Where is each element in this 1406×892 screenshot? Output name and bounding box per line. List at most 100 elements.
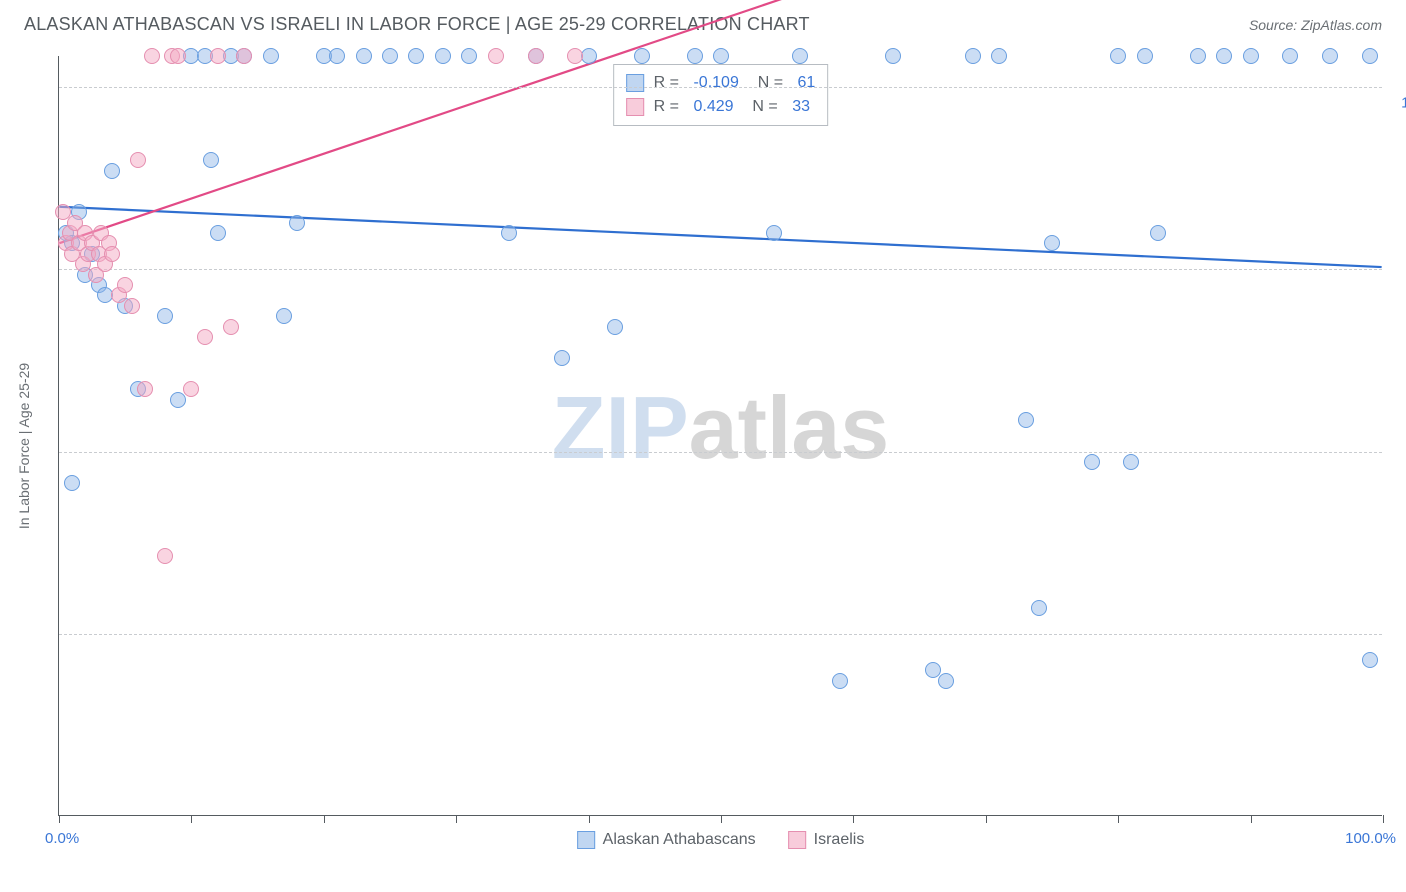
data-point: [1031, 600, 1047, 616]
data-point: [130, 152, 146, 168]
x-tick: [1118, 815, 1119, 823]
data-point: [170, 48, 186, 64]
data-point: [104, 246, 120, 262]
data-point: [64, 475, 80, 491]
swatch-pink: [626, 98, 644, 116]
data-point: [1282, 48, 1298, 64]
y-axis-label: In Labor Force | Age 25-29: [16, 363, 32, 529]
data-point: [435, 48, 451, 64]
data-point: [1362, 652, 1378, 668]
data-point: [144, 48, 160, 64]
title-bar: ALASKAN ATHABASCAN VS ISRAELI IN LABOR F…: [0, 0, 1406, 45]
gridline: [59, 269, 1382, 270]
swatch-blue: [626, 74, 644, 92]
data-point: [289, 215, 305, 231]
y-tick-label: 47.5%: [1388, 641, 1406, 658]
y-tick-label: 100.0%: [1388, 95, 1406, 112]
legend-item-pink: Israelis: [788, 831, 865, 849]
data-point: [1150, 225, 1166, 241]
stats-legend: R = -0.109 N = 61 R = 0.429 N = 33: [613, 64, 829, 126]
x-tick: [324, 815, 325, 823]
x-tick: [59, 815, 60, 823]
plot-area: ZIPatlas R = -0.109 N = 61 R = 0.429 N =…: [58, 56, 1382, 816]
data-point: [965, 48, 981, 64]
r-value-blue: -0.109: [693, 71, 738, 95]
data-point: [1123, 454, 1139, 470]
legend-label-blue: Alaskan Athabascans: [603, 831, 756, 849]
data-point: [183, 381, 199, 397]
data-point: [1084, 454, 1100, 470]
data-point: [137, 381, 153, 397]
trendlines-svg: [59, 56, 1382, 815]
data-point: [567, 48, 583, 64]
gridline: [59, 452, 1382, 453]
source-attribution: Source: ZipAtlas.com: [1249, 17, 1382, 33]
trendline: [59, 207, 1381, 267]
legend-swatch-pink: [788, 831, 806, 849]
data-point: [117, 277, 133, 293]
chart-container: In Labor Force | Age 25-29 ZIPatlas R = …: [24, 50, 1382, 842]
stats-row-blue: R = -0.109 N = 61: [626, 71, 816, 95]
legend-item-blue: Alaskan Athabascans: [577, 831, 756, 849]
data-point: [124, 298, 140, 314]
x-tick: [191, 815, 192, 823]
x-axis-max-label: 100.0%: [1345, 830, 1396, 847]
data-point: [501, 225, 517, 241]
data-point: [236, 48, 252, 64]
data-point: [554, 350, 570, 366]
data-point: [276, 308, 292, 324]
n-value-pink: 33: [792, 95, 810, 119]
x-tick: [721, 815, 722, 823]
series-legend: Alaskan Athabascans Israelis: [577, 831, 865, 849]
data-point: [263, 48, 279, 64]
data-point: [356, 48, 372, 64]
r-value-pink: 0.429: [693, 95, 733, 119]
data-point: [210, 225, 226, 241]
stats-row-pink: R = 0.429 N = 33: [626, 95, 816, 119]
data-point: [938, 673, 954, 689]
data-point: [488, 48, 504, 64]
data-point: [157, 308, 173, 324]
data-point: [832, 673, 848, 689]
x-tick: [589, 815, 590, 823]
data-point: [170, 392, 186, 408]
data-point: [1243, 48, 1259, 64]
data-point: [634, 48, 650, 64]
data-point: [1362, 48, 1378, 64]
n-value-blue: 61: [798, 71, 816, 95]
gridline: [59, 87, 1382, 88]
legend-label-pink: Israelis: [814, 831, 865, 849]
data-point: [1216, 48, 1232, 64]
data-point: [104, 163, 120, 179]
data-point: [1110, 48, 1126, 64]
data-point: [1044, 235, 1060, 251]
data-point: [203, 152, 219, 168]
data-point: [607, 319, 623, 335]
data-point: [792, 48, 808, 64]
data-point: [885, 48, 901, 64]
y-tick-label: 65.0%: [1388, 459, 1406, 476]
x-tick: [986, 815, 987, 823]
legend-swatch-blue: [577, 831, 595, 849]
data-point: [197, 329, 213, 345]
data-point: [223, 319, 239, 335]
data-point: [461, 48, 477, 64]
data-point: [329, 48, 345, 64]
data-point: [687, 48, 703, 64]
x-tick: [853, 815, 854, 823]
data-point: [766, 225, 782, 241]
y-tick-label: 82.5%: [1388, 277, 1406, 294]
data-point: [1018, 412, 1034, 428]
data-point: [408, 48, 424, 64]
data-point: [210, 48, 226, 64]
x-axis-min-label: 0.0%: [45, 830, 79, 847]
data-point: [382, 48, 398, 64]
data-point: [528, 48, 544, 64]
data-point: [1137, 48, 1153, 64]
data-point: [991, 48, 1007, 64]
x-tick: [1383, 815, 1384, 823]
gridline: [59, 634, 1382, 635]
data-point: [1190, 48, 1206, 64]
data-point: [157, 548, 173, 564]
x-tick: [456, 815, 457, 823]
